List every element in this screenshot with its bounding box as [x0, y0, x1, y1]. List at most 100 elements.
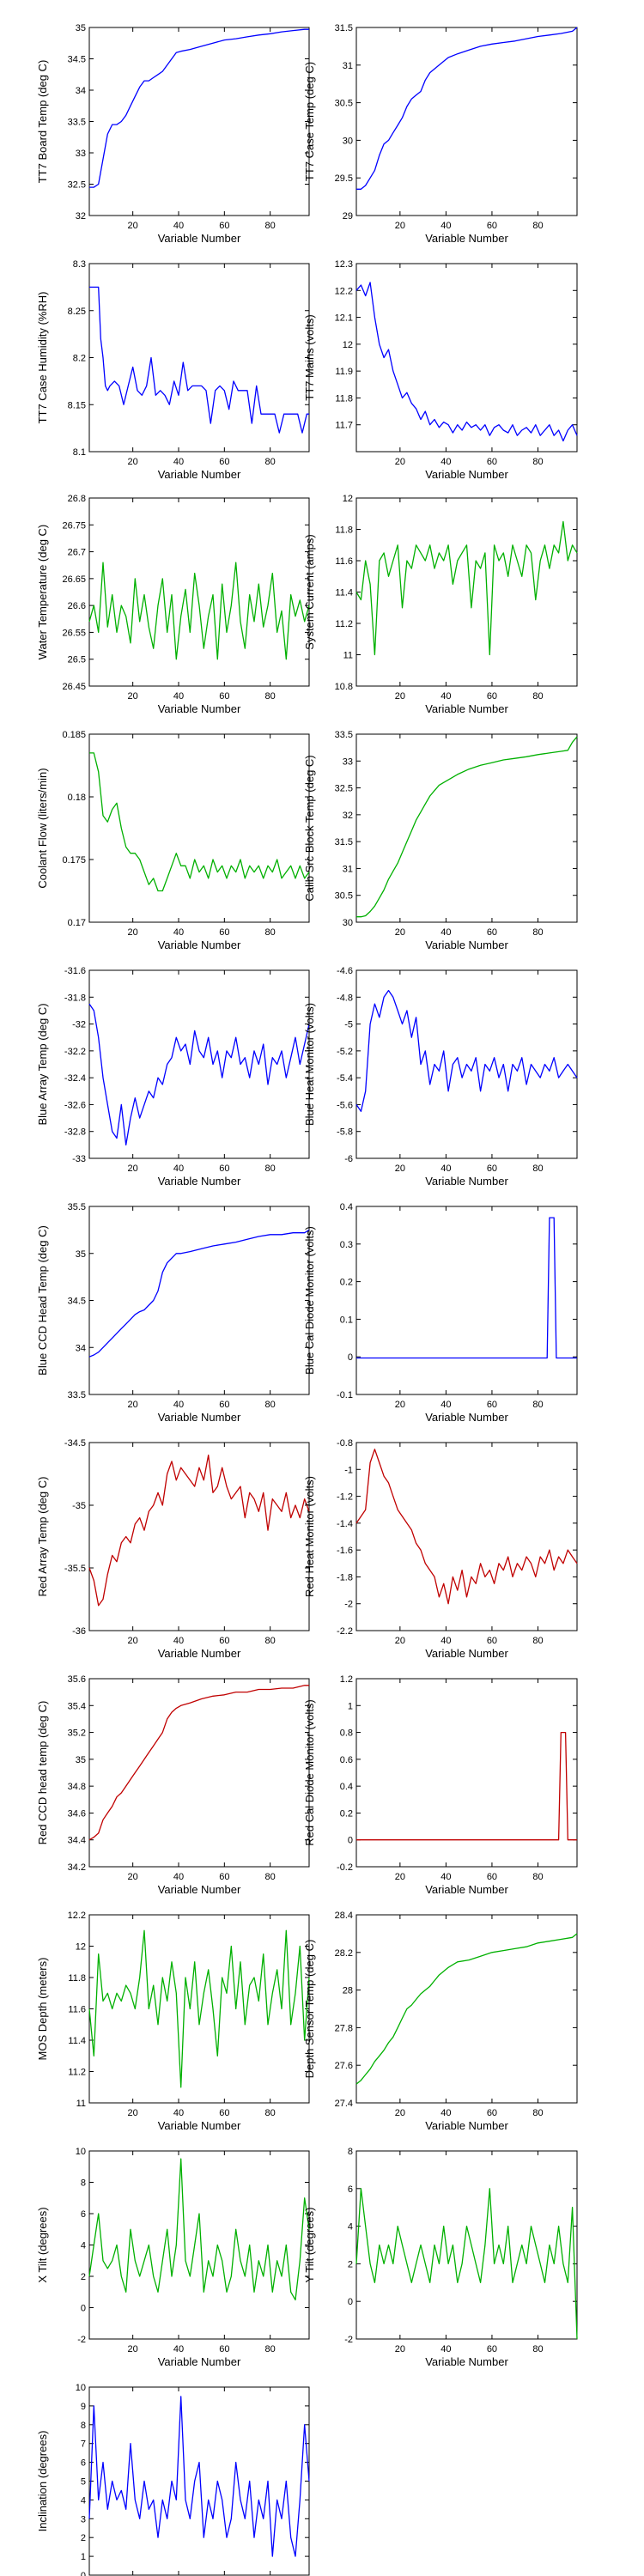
data-line-1 — [355, 2188, 578, 2340]
x-tick-label: 80 — [532, 1872, 543, 1882]
x-tick-label: 20 — [128, 457, 138, 467]
x-tick-label: 20 — [128, 927, 138, 938]
data-line-1 — [88, 1685, 309, 1841]
y-tick-label: 30.5 — [335, 99, 353, 109]
x-tick-label: 20 — [395, 691, 405, 702]
x-tick-label: 80 — [532, 2108, 543, 2118]
y-tick-label: 0.8 — [340, 1728, 353, 1739]
subplot-4: 20 40 60 80 11.7 11.8 11.9 12 12.1 12.2 12.3 Variab… — [303, 259, 578, 481]
y-tick-label: 26.55 — [62, 628, 86, 638]
y-tick-label: 29 — [343, 211, 353, 222]
y-axis-label: Inclination (degrees) — [36, 2431, 49, 2532]
y-axis-label: TT7 Board Temp (deg C) — [36, 60, 49, 184]
y-tick-label: -0.1 — [337, 1390, 353, 1400]
x-tick-label: 40 — [173, 221, 184, 231]
data-line-1 — [88, 2158, 310, 2301]
x-tick-label: 20 — [395, 2344, 405, 2354]
y-axis-label: Depth Sensor Temp (deg C) — [303, 1940, 316, 2079]
subplot-9: 20 40 60 80 -33 -32.8 -32.6 -32.4 -32.2 -32 -31.8 -… — [36, 966, 310, 1188]
x-tick-label: 80 — [532, 1163, 543, 1174]
subplot-2: 20 40 60 80 29 29.5 30 30.5 31 31.5 Variable Numbe… — [303, 23, 578, 245]
x-tick-label: 40 — [440, 691, 451, 702]
y-tick-label: 11.8 — [335, 393, 353, 404]
y-axis-label: MOS Depth (meters) — [36, 1958, 49, 2061]
plot-frame — [355, 27, 578, 216]
subplot-5: 20 40 60 80 26.45 26.5 26.55 26.6 26.65 26.7 26.75… — [36, 494, 310, 715]
x-tick-label: 60 — [487, 457, 497, 467]
y-tick-label: 10 — [76, 2147, 86, 2157]
x-tick-label: 80 — [265, 927, 276, 938]
data-line-1 — [356, 1217, 577, 1359]
y-tick-label: 35.4 — [68, 1701, 86, 1711]
data-line-1 — [355, 282, 578, 442]
plot-frame — [355, 1678, 578, 1868]
x-axis-label: Variable Number — [425, 939, 508, 951]
x-axis-label: Variable Number — [425, 1411, 508, 1424]
x-tick-label: 80 — [532, 1636, 543, 1646]
subplot-18: 20 40 60 80 27.4 27.6 27.8 28 28.2 28.4 Variable N… — [303, 1911, 578, 2132]
y-tick-label: 33 — [343, 756, 353, 767]
x-tick-label: 60 — [219, 1400, 229, 1410]
plot-frame — [355, 1442, 578, 1631]
x-tick-label: 40 — [440, 2344, 451, 2354]
x-tick-label: 80 — [265, 1163, 276, 1174]
y-tick-label: 1.2 — [340, 1674, 353, 1685]
y-tick-label: 0 — [348, 2297, 353, 2307]
y-tick-label: 11 — [76, 2099, 86, 2109]
x-tick-label: 40 — [440, 927, 451, 938]
y-tick-label: -2.2 — [337, 1626, 353, 1637]
data-line-1 — [89, 752, 310, 892]
data-line-1 — [88, 1454, 310, 1607]
y-tick-label: -32.2 — [64, 1047, 86, 1057]
plot-frame — [88, 1914, 310, 2104]
data-line-1 — [355, 520, 578, 656]
subplot-16: 20 40 60 80 -0.2 0 0.2 0.4 0.6 0.8 1 1.2 Variable Nu… — [303, 1674, 578, 1896]
y-tick-label: 31.5 — [335, 23, 353, 33]
y-tick-label: 8 — [81, 2421, 86, 2431]
x-axis-label: Variable Number — [425, 2355, 508, 2368]
y-tick-label: 8 — [81, 2178, 86, 2189]
plot-frame — [88, 27, 310, 216]
x-axis-label: Variable Number — [425, 1175, 508, 1188]
y-tick-label: 6 — [348, 2184, 353, 2195]
y-axis-label: Coolant Flow (liters/min) — [36, 768, 49, 888]
data-line-1 — [356, 1731, 577, 1841]
subplot-12: 20 40 60 80 -0.1 0 0.1 0.2 0.3 0.4 Variable Number… — [303, 1202, 578, 1424]
x-tick-label: 80 — [532, 1400, 543, 1410]
subplot-1: 20 40 60 80 32 32.5 33 33.5 34 34.5 35 Variable Num… — [36, 23, 310, 245]
y-tick-label: -2 — [344, 1600, 353, 1610]
y-tick-label: 35 — [76, 1755, 86, 1765]
y-tick-label: 8 — [348, 2147, 353, 2157]
y-tick-label: 0 — [348, 1836, 353, 1846]
data-line-1 — [88, 1003, 310, 1146]
x-axis-label: Variable Number — [158, 1411, 241, 1424]
y-tick-label: -1 — [344, 1465, 353, 1475]
y-tick-label: -1.2 — [337, 1492, 353, 1503]
plot-frame — [88, 497, 310, 687]
data-line-1 — [88, 1929, 310, 2088]
plot-frame — [88, 2386, 310, 2576]
x-axis-label: Variable Number — [158, 939, 241, 951]
y-tick-label: 31.5 — [335, 837, 353, 848]
x-tick-label: 60 — [487, 1163, 497, 1174]
y-tick-label: -31.6 — [64, 966, 86, 976]
data-line-1 — [88, 2396, 310, 2557]
plot-frame — [355, 733, 578, 923]
y-tick-label: 12 — [343, 494, 353, 504]
y-axis-label: Blue Heat Monitor (volts) — [303, 1003, 316, 1126]
y-tick-label: 11.2 — [335, 619, 353, 629]
y-tick-label: 32.5 — [335, 784, 353, 794]
x-tick-label: 60 — [487, 2108, 497, 2118]
y-tick-label: 26.7 — [68, 548, 86, 558]
y-tick-label: -35.5 — [64, 1564, 86, 1574]
subplot-7: 20 40 60 80 0.17 0.175 0.18 0.185 Variable Numbe… — [36, 730, 310, 951]
data-line-1 — [89, 286, 309, 434]
y-tick-label: 26.5 — [68, 655, 86, 665]
x-tick-label: 60 — [219, 1163, 229, 1174]
x-tick-label: 80 — [265, 457, 276, 467]
y-tick-label: 6 — [81, 2209, 86, 2220]
y-tick-label: 0 — [348, 1352, 353, 1363]
x-tick-label: 20 — [128, 2108, 138, 2118]
y-tick-label: 12.2 — [335, 286, 353, 296]
y-tick-label: 9 — [81, 2402, 86, 2412]
